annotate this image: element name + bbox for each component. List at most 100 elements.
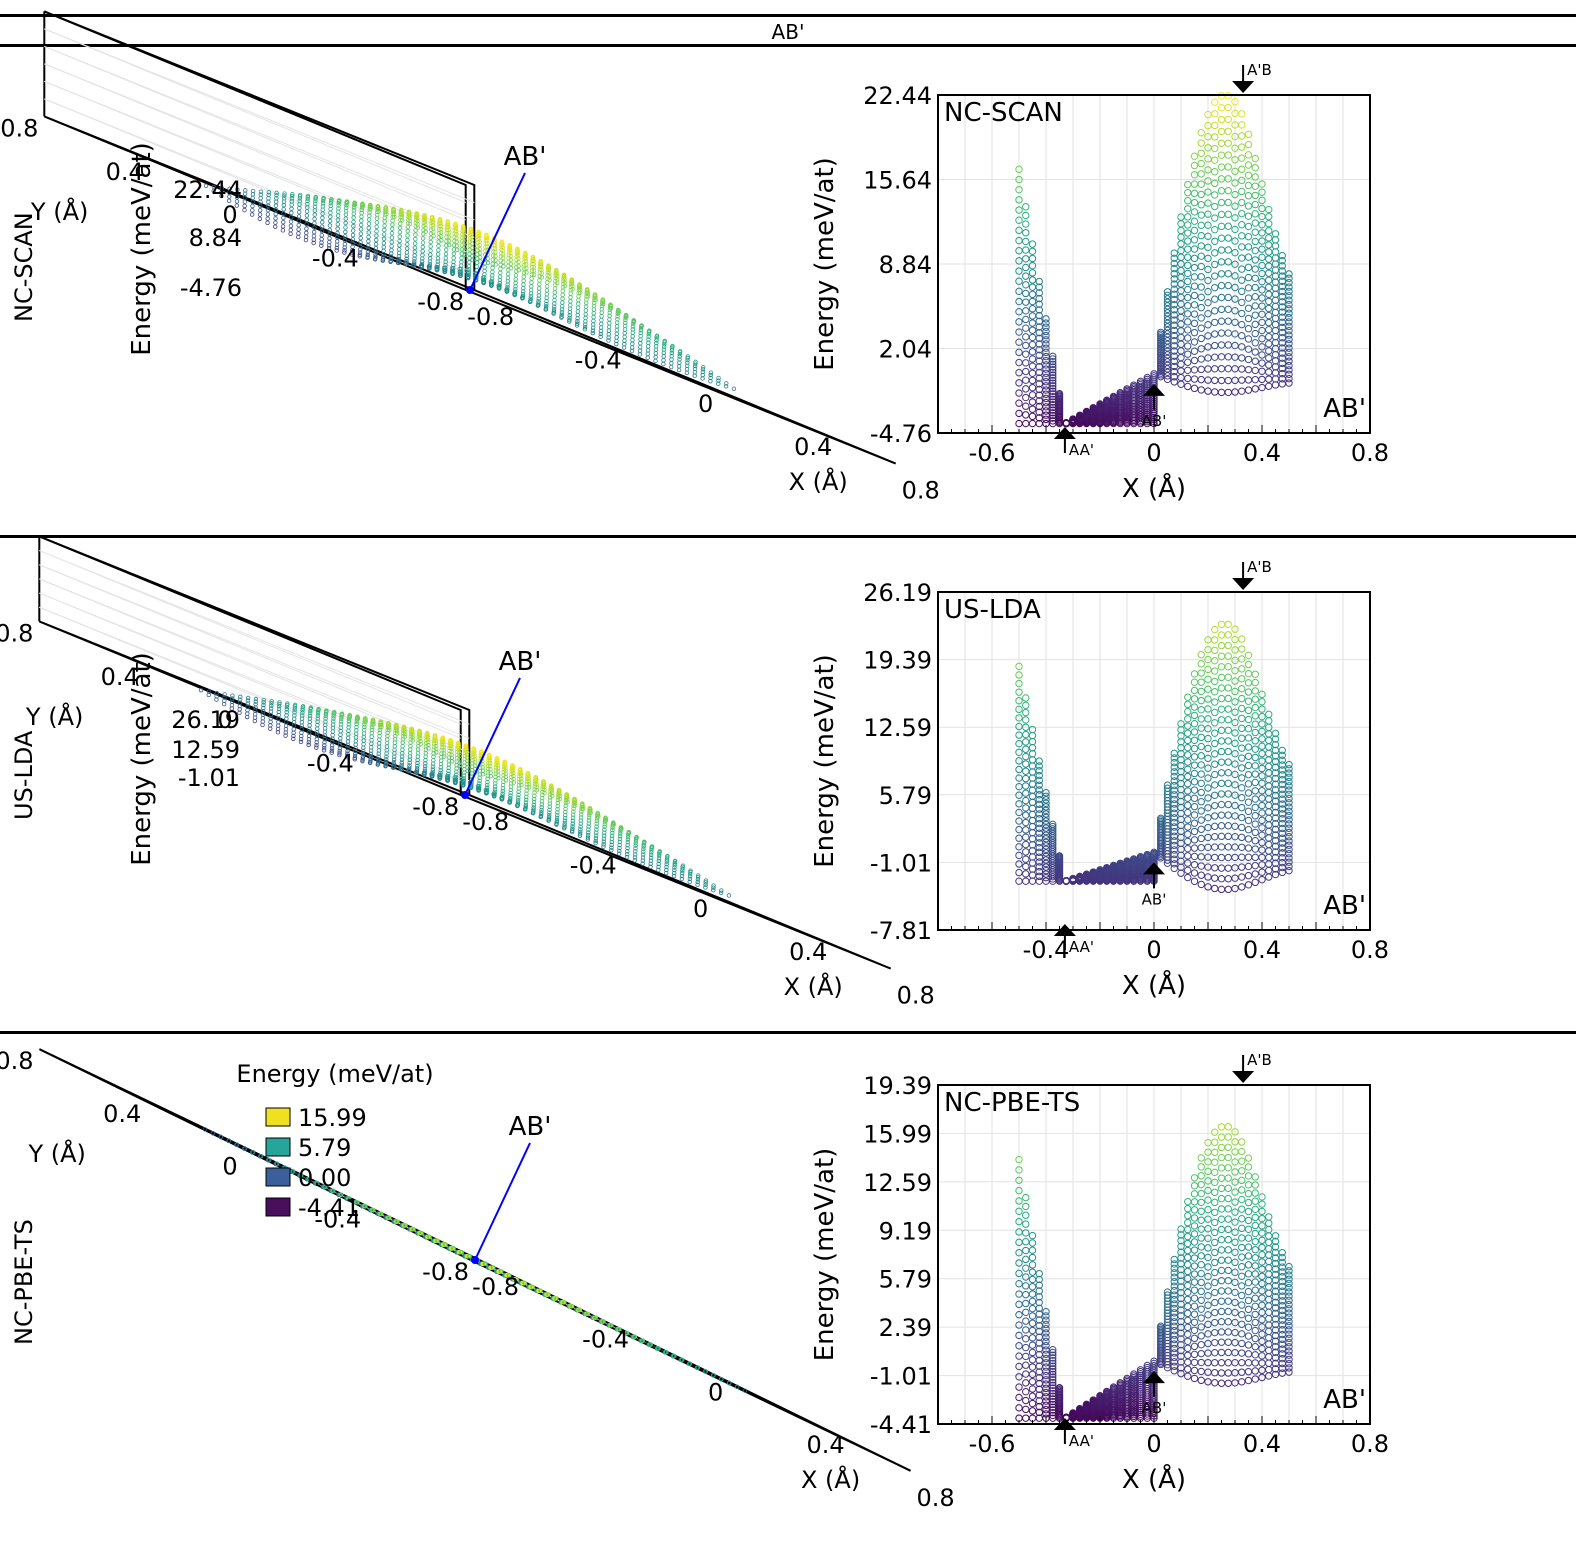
data-point [1015,338,1023,346]
data-point [1244,1350,1253,1358]
data-point [1211,110,1219,118]
data-point [1197,129,1205,137]
data-point [1251,219,1259,227]
data-point [1217,1348,1226,1357]
data-point [1285,782,1293,790]
data-point [1224,662,1232,671]
data-point [1211,1318,1219,1327]
data-point [1028,1268,1037,1276]
data-point [1231,260,1239,268]
data-point [1022,402,1030,410]
data-point [1163,316,1172,324]
data-point [1190,198,1199,207]
data-point [1184,787,1192,795]
data-point [1049,379,1057,387]
data-point [1238,1310,1246,1319]
data-point [1265,227,1273,235]
data-point [1285,318,1293,326]
data-point [1204,883,1212,891]
data-point [1271,302,1280,311]
data-point [1244,1278,1253,1287]
surface-point [412,241,418,246]
surface-point [568,295,573,300]
data-point [1049,368,1057,377]
data-point [1204,188,1212,196]
surface-point [645,344,651,349]
surface-point [653,358,658,364]
data-point [1022,1264,1030,1272]
surface-point [343,216,348,221]
data-point [1217,1164,1226,1172]
data-point [1258,787,1266,795]
data-point [1190,226,1199,235]
data-point [1211,625,1219,634]
surface-point [288,223,294,229]
data-point [1217,1338,1226,1346]
data-point [1271,332,1280,341]
data-point [1022,1396,1030,1405]
data-point [1217,210,1226,219]
data-point [1190,171,1199,179]
y-tick-label: -4.41 [870,1411,932,1439]
data-point [1265,717,1273,725]
data-point [1197,1269,1205,1278]
data-point [1190,836,1199,844]
data-point [1163,323,1172,331]
data-point [1231,144,1239,152]
data-point [1177,1346,1185,1355]
surface-point [513,277,518,282]
data-point [1224,716,1232,724]
data-point [1015,808,1023,817]
data-point [1123,857,1131,865]
surface-point [629,348,635,354]
data-point [1022,818,1030,827]
surface-point [513,273,519,278]
data-point [1049,387,1057,395]
surface-point [296,223,301,228]
data-point [1028,865,1037,873]
data-point [1244,263,1253,272]
data-point [1028,853,1037,861]
data-point [1190,301,1199,309]
data-point [1049,366,1057,374]
data-point [1244,386,1253,394]
data-point [1190,338,1199,346]
data-point [1224,222,1232,230]
data-point [1035,408,1043,416]
data-point [1238,1176,1246,1185]
surface-point [629,345,635,350]
data-point [1211,365,1219,373]
data-point [1211,812,1219,820]
data-point [1238,1320,1246,1328]
data-point [1184,1372,1192,1380]
data-point [1190,245,1199,253]
data-point [1197,1216,1205,1224]
data-point [1197,853,1205,861]
data-point [1163,295,1172,303]
data-point [1022,211,1030,220]
data-point [1265,1257,1273,1266]
data-point [1251,1270,1259,1278]
data-point [1224,641,1232,650]
data-point [1251,803,1259,812]
data-point [1163,298,1172,307]
profile-chart-2: 19.3915.9912.599.195.792.39-1.01-4.41-0.… [810,1051,1389,1495]
data-point [1244,651,1253,659]
data-point [1217,198,1226,207]
corner-label: AB' [1323,1385,1366,1415]
data-point [1258,335,1266,343]
arrow-apb-head [1232,81,1255,93]
data-point [1278,303,1286,311]
data-point [1231,884,1239,893]
data-point [1238,1253,1246,1261]
data-point [1251,182,1259,190]
data-point [1231,801,1239,810]
data-point [1028,355,1037,363]
x-tick-label: 0.8 [1351,936,1389,964]
data-point [1028,798,1037,807]
data-point [1238,1358,1246,1367]
data-point [1197,650,1205,659]
data-point [1244,844,1253,852]
data-point [1238,665,1246,673]
